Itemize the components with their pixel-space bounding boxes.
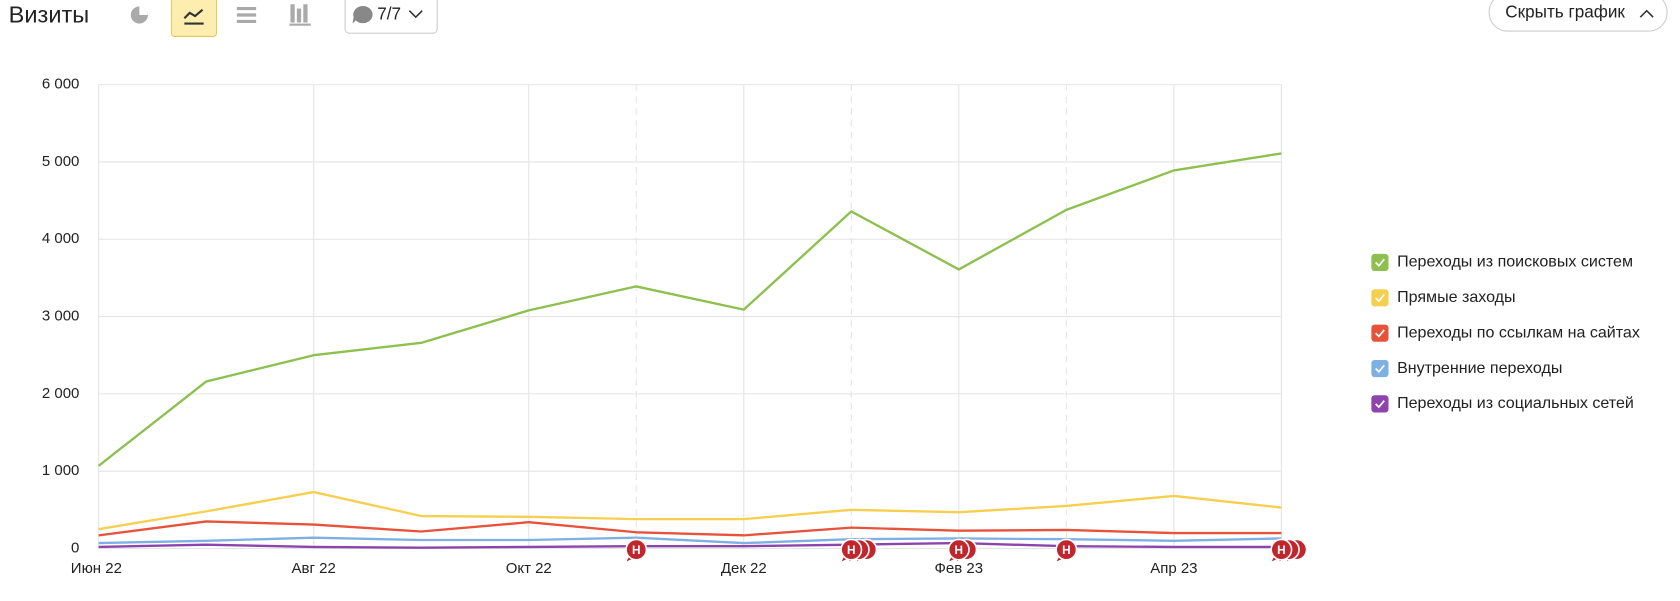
annotation-marker[interactable]: Н (625, 538, 648, 562)
legend-checkbox[interactable] (1371, 395, 1389, 413)
x-tick-label: Дек 22 (721, 560, 767, 577)
series-line (98, 536, 1282, 545)
line-view-icon (183, 8, 204, 25)
series-line (98, 541, 1282, 549)
marker-label: Н (632, 544, 641, 557)
chevron (408, 10, 423, 19)
x-tick-label: Фев 23 (935, 560, 984, 577)
legend-label: Переходы из поисковых систем (1397, 253, 1633, 271)
legend-label: Переходы из социальных сетей (1397, 394, 1634, 412)
y-tick-label: 5 000 (42, 153, 80, 170)
annotation-marker[interactable]: Н (1270, 538, 1293, 562)
series-line (98, 490, 1282, 531)
chevron (1639, 9, 1654, 18)
legend-checkbox[interactable] (1371, 289, 1389, 307)
y-tick-label: 2 000 (42, 385, 80, 402)
marker-circle (840, 538, 863, 561)
legend-checkbox[interactable] (1371, 359, 1389, 378)
annotation-marker[interactable]: Н (1055, 538, 1078, 562)
y-tick-label: 4 000 (42, 230, 80, 247)
series-line (98, 520, 1282, 537)
legend-check (1375, 294, 1385, 303)
legend-check (1375, 258, 1385, 267)
annotation-marker[interactable]: Н (947, 538, 970, 562)
bar-view-icon[interactable] (289, 4, 311, 26)
y-tick-label: 3 000 (42, 308, 80, 325)
marker-circle (947, 538, 970, 561)
legend-check (1375, 364, 1385, 374)
line-view-button[interactable] (170, 0, 218, 37)
hide-chart-button[interactable] (1488, 0, 1668, 32)
marker-label: Н (1062, 544, 1070, 557)
x-tick-label: Авг 22 (292, 560, 336, 577)
legend-label: Переходы по ссылкам на сайтах (1397, 323, 1640, 341)
marker-circle (1270, 538, 1293, 561)
legend-label: Прямые заходы (1397, 288, 1516, 306)
y-tick-label: 0 (71, 539, 79, 556)
legend-check (1375, 329, 1385, 338)
annotation-marker[interactable]: Н (840, 538, 863, 562)
legend-checkbox[interactable] (1371, 253, 1389, 272)
marker-circle (625, 538, 648, 561)
x-tick-label: Июн 22 (71, 560, 122, 577)
x-tick-label: Окт 22 (506, 560, 552, 577)
x-tick-label: Апр 23 (1150, 560, 1197, 577)
marker-label: Н (955, 544, 963, 557)
series-line (97, 152, 1282, 467)
pie-view-icon[interactable] (130, 6, 148, 24)
legend-checkbox[interactable] (1371, 324, 1389, 342)
y-tick-label: 6 000 (42, 76, 80, 93)
area-view-icon[interactable] (236, 6, 257, 24)
comments-filter: 7/7 (377, 4, 401, 24)
legend-label: Внутренние переходы (1397, 359, 1562, 377)
legend-check (1375, 400, 1385, 409)
page-title: Визиты (9, 1, 90, 27)
hide-chart-label: Скрыть график (1505, 1, 1625, 21)
marker-circle (1055, 538, 1078, 561)
marker-label: Н (847, 544, 856, 557)
y-tick-label: 1 000 (42, 462, 80, 479)
comment-icon (352, 6, 373, 24)
marker-label: Н (1277, 544, 1286, 557)
